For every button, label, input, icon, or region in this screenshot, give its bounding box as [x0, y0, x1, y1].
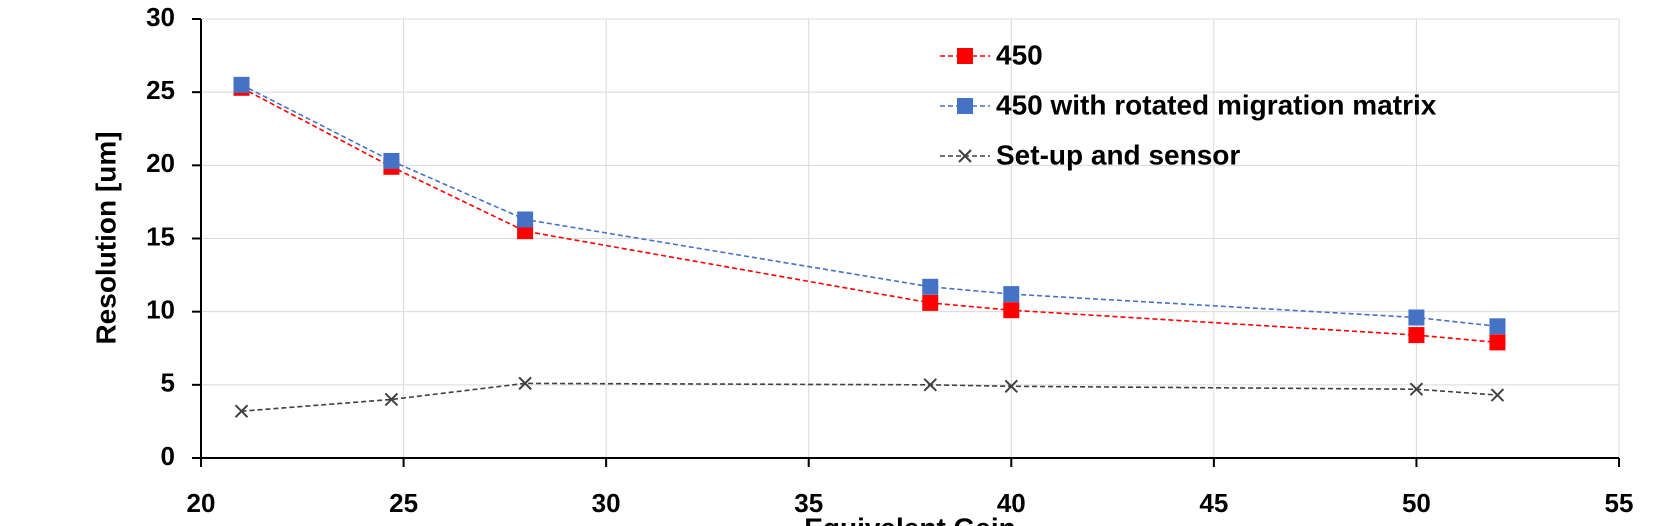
y-tick-label: 0 [161, 441, 175, 471]
x-tick-label: 55 [1605, 488, 1634, 518]
point [384, 392, 399, 407]
point [1489, 334, 1506, 351]
point [517, 211, 534, 228]
y-tick-label: 30 [146, 2, 175, 32]
y-tick-label: 25 [146, 75, 175, 105]
x-tick-label: 30 [592, 488, 621, 518]
point [1408, 327, 1425, 344]
point [1004, 379, 1018, 394]
x-tick-label: 50 [1402, 488, 1431, 518]
point [1490, 388, 1505, 402]
point [234, 404, 249, 418]
series-line [241, 87, 1498, 344]
point [1003, 302, 1020, 319]
x-tick-label: 40 [997, 488, 1026, 518]
point [383, 152, 400, 169]
point [922, 294, 939, 311]
y-tick-label: 15 [146, 221, 175, 251]
point [233, 76, 250, 93]
legend-marker [957, 98, 973, 114]
point [1408, 309, 1425, 326]
point [1409, 382, 1424, 396]
series-line [241, 84, 1498, 328]
legend-marker [957, 48, 973, 64]
y-tick-label: 10 [146, 295, 175, 325]
x-tick-label: 45 [1199, 488, 1228, 518]
x-tick-label: 25 [389, 488, 418, 518]
point [1003, 286, 1020, 303]
y-axis-label: Resolution [um] [90, 131, 121, 344]
point [1489, 318, 1506, 335]
point [518, 376, 532, 391]
y-tick-label: 20 [146, 148, 175, 178]
legend-marker [958, 149, 972, 163]
series-line [241, 382, 1498, 412]
point [922, 278, 939, 295]
legend-label: Set-up and sensor [996, 139, 1240, 170]
legend-label: 450 [996, 39, 1043, 70]
point [923, 378, 937, 392]
x-axis-label: Equivalent Gain [804, 512, 1016, 526]
x-tick-label: 35 [794, 488, 823, 518]
y-tick-label: 5 [161, 368, 175, 398]
x-tick-label: 20 [187, 488, 216, 518]
legend-label: 450 with rotated migration matrix [996, 89, 1437, 120]
